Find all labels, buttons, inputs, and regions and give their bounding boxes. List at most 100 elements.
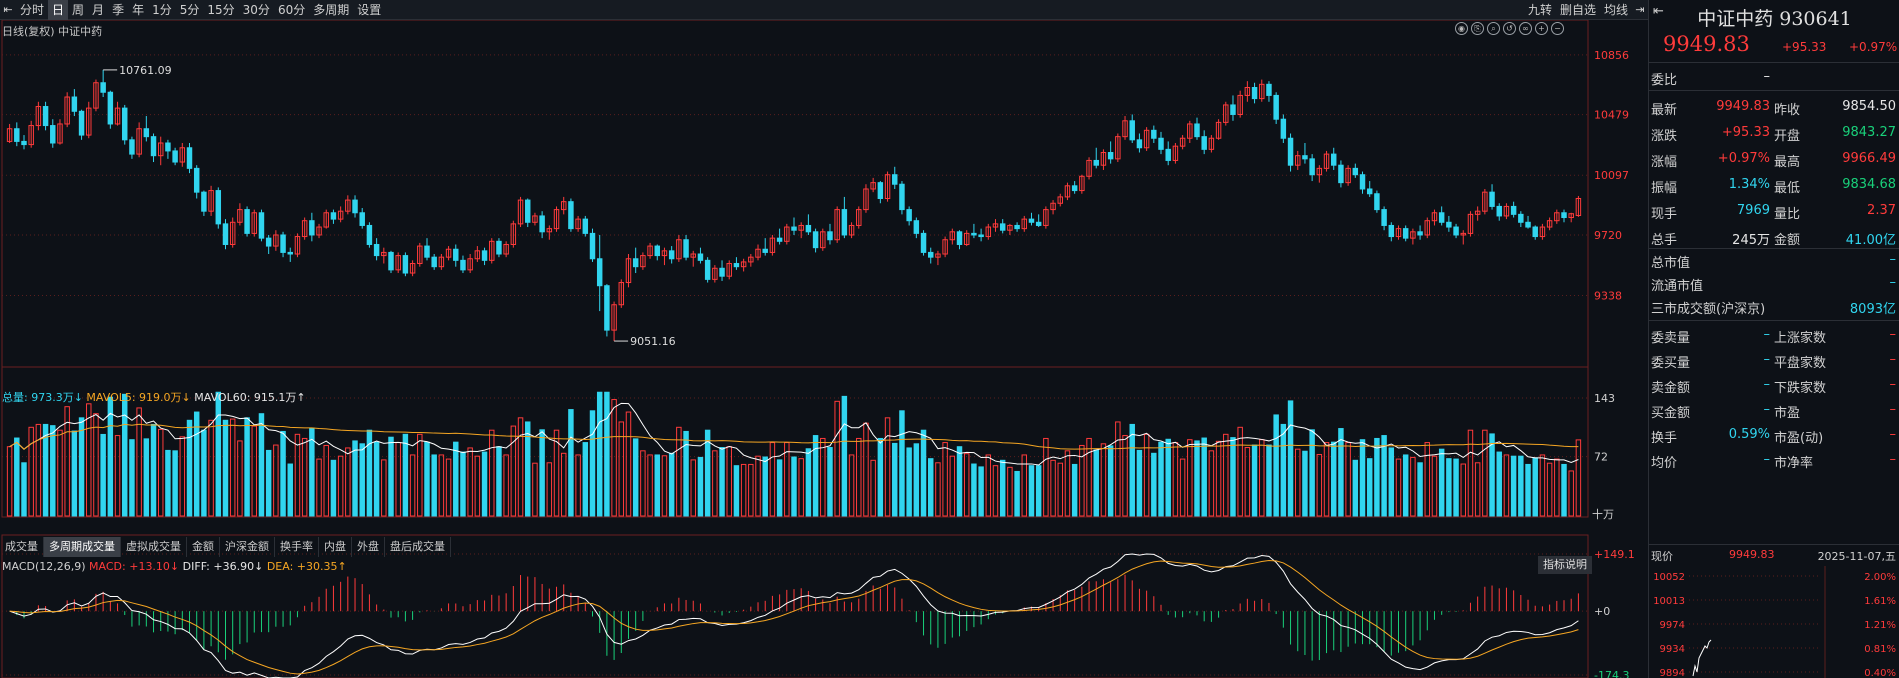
volume-tab[interactable]: 金额	[187, 537, 220, 557]
chart-canvas[interactable]: 10856 10479 10097 9720 9338 10761.09 9051.16 14…	[0, 20, 1648, 678]
candle-body	[309, 220, 315, 236]
candle-body	[150, 136, 157, 157]
mini-intraday-chart[interactable]: 10052 2.00% 10013 1.61% 9974 1.21% 9934 0.81% 98…	[1649, 566, 1899, 678]
volume-tab[interactable]: 沪深金额	[220, 537, 275, 557]
divider	[1649, 544, 1899, 545]
period-tab[interactable]: 年	[132, 2, 145, 17]
quote-value: 9966.49	[1842, 151, 1896, 166]
zoom-in-icon[interactable]: +	[1535, 22, 1548, 35]
ma-line-button[interactable]: 均线	[1603, 3, 1628, 17]
order-label: 市盈(动)	[1774, 431, 1824, 446]
order-value: –	[1889, 352, 1897, 367]
volume-tab[interactable]: 外盘	[352, 537, 385, 557]
mini-right-tick: 1.21%	[1864, 620, 1896, 631]
market-value: 8093亿	[1849, 302, 1896, 317]
period-tab[interactable]: 月	[92, 2, 105, 17]
period-tab[interactable]: 周	[72, 2, 85, 17]
volume-bar	[71, 430, 78, 517]
candle-body	[755, 248, 761, 258]
link-icon[interactable]: ∞	[1519, 22, 1532, 35]
back-arrow-icon[interactable]: ⇤	[1653, 4, 1664, 19]
period-tab[interactable]: 15分	[207, 2, 235, 17]
order-label: 均价	[1651, 456, 1678, 471]
volume-tab[interactable]: 换手率	[275, 537, 319, 557]
period-tab[interactable]: 日	[48, 0, 69, 20]
volume-tab[interactable]: 内盘	[319, 537, 352, 557]
quote-label: 现手	[1651, 207, 1678, 222]
candle-body	[690, 253, 696, 258]
candle-body	[532, 215, 538, 223]
volume-bar	[963, 453, 970, 517]
candle-body	[467, 258, 473, 271]
indicator-help-button[interactable]: 指标说明	[1538, 556, 1592, 574]
undo-icon[interactable]: ↺	[1503, 22, 1516, 35]
volume-tab[interactable]: 成交量	[0, 537, 44, 557]
candle-body	[719, 267, 725, 277]
volume-bar	[1028, 465, 1035, 517]
quote-label: 最高	[1774, 155, 1801, 170]
quote-row: 涨幅 +0.97% 最高 9966.49	[1649, 146, 1899, 172]
period-tab[interactable]: 分时	[20, 2, 45, 17]
order-value: 0.59%	[1728, 427, 1770, 442]
volume-bar	[1158, 441, 1164, 517]
toolbar-right: 九转 删自选 均线 ⇥	[1524, 0, 1648, 20]
volume-bar	[258, 413, 265, 517]
volume-bar	[265, 449, 272, 517]
candle-body	[381, 251, 387, 257]
candle-body	[42, 106, 49, 127]
volume-bar	[1086, 437, 1092, 517]
candle-body	[1208, 137, 1215, 150]
copy-icon[interactable]: ⎘	[1471, 22, 1484, 35]
candle-body	[21, 140, 27, 146]
candle-body	[1244, 87, 1251, 96]
zoom-icon[interactable]: ⌕	[1487, 22, 1500, 35]
candle-body	[445, 248, 452, 258]
period-tab[interactable]: 1分	[152, 2, 172, 17]
period-tab[interactable]: 多周期	[313, 2, 350, 17]
arrow-right-icon[interactable]: ⇥	[1635, 3, 1645, 16]
volume-bar	[1381, 435, 1387, 517]
order-label: 卖金额	[1651, 381, 1691, 396]
candle-body	[143, 128, 150, 138]
zoom-out-icon[interactable]: −	[1551, 22, 1564, 35]
eye-icon[interactable]: ◉	[1455, 22, 1468, 35]
order-value: –	[1763, 352, 1771, 367]
quote-label: 最低	[1774, 181, 1801, 196]
volume-y-tick: 72	[1594, 451, 1608, 464]
volume-bar	[1453, 458, 1459, 517]
period-tab[interactable]: 30分	[242, 2, 270, 17]
volume-bar	[1417, 462, 1423, 517]
period-tab[interactable]: 5分	[179, 2, 200, 17]
volume-tab[interactable]: 虚拟成交量	[121, 537, 187, 557]
volume-tab[interactable]: 盘后成交量	[385, 537, 451, 557]
volume-bar	[21, 462, 27, 517]
volume-bar	[165, 449, 171, 517]
arrow-left-icon[interactable]: ⇤	[3, 2, 13, 16]
mini-price: 9949.83	[1729, 548, 1775, 561]
volume-bar	[611, 399, 617, 517]
volume-bar	[618, 421, 625, 517]
candle-body	[769, 237, 776, 253]
volume-bar	[136, 407, 142, 517]
candle-body	[373, 243, 380, 257]
quote-row: 现手 7969 量比 2.37	[1649, 198, 1899, 224]
volume-bar	[1345, 442, 1351, 517]
period-tab[interactable]: 设置	[357, 2, 382, 17]
order-value: –	[1889, 327, 1897, 342]
remove-watchlist-button[interactable]: 删自选	[1559, 3, 1596, 17]
volume-tab[interactable]: 多周期成交量	[44, 537, 121, 557]
period-tab[interactable]: 60分	[277, 2, 306, 17]
jiuzhuan-button[interactable]: 九转	[1527, 3, 1552, 17]
period-tab[interactable]: 季	[112, 2, 125, 17]
candle-body	[776, 237, 783, 242]
candle-body	[992, 223, 999, 228]
mini-date: 2025-11-07,五	[1817, 550, 1896, 563]
volume-bar	[985, 454, 992, 517]
order-value: –	[1889, 377, 1897, 392]
quote-panel: ⇤ 中证中药 930641 9949.83 +95.33 +0.97% 委比 –…	[1648, 0, 1899, 678]
chart-area[interactable]: 10856 10479 10097 9720 9338 10761.09 9051.16 14…	[0, 20, 1648, 678]
volume-bar	[208, 419, 214, 517]
volume-bar	[352, 440, 358, 517]
volume-bar	[856, 437, 862, 517]
volume-bar	[769, 442, 776, 517]
